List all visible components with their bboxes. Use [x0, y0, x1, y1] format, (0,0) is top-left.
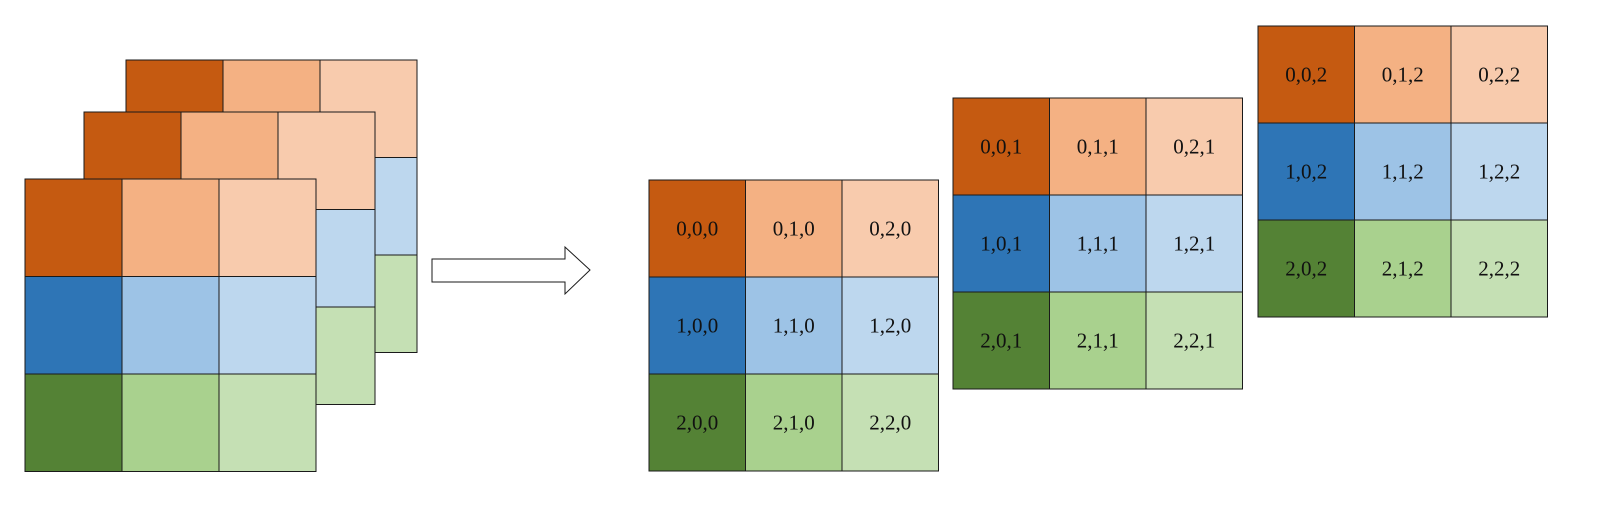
grid-cell: [1049, 291, 1147, 390]
grid-cell: [24, 276, 123, 375]
cell-index-label: 2,1,1: [1077, 329, 1119, 353]
grid-cell: [1450, 25, 1548, 124]
grid-cell: [121, 373, 220, 472]
grid-cell: [24, 373, 123, 472]
grid-cell: [218, 178, 317, 277]
grid-cell: [841, 373, 939, 472]
cell-index-label: 1,0,2: [1285, 160, 1327, 184]
output-slice: 0,0,0 0,1,0 0,2,0 1,0,0 1,1,0 1,2,0 2,0,0 2,1,0…: [648, 179, 939, 472]
cell-index-label: 2,0,2: [1285, 257, 1327, 281]
cell-index-label: 2,2,0: [869, 411, 911, 435]
transform-arrow: [431, 245, 591, 296]
output-slice: 0,0,1 0,1,1 0,2,1 1,0,1 1,1,1 1,2,1 2,0,1 2,1,1…: [952, 97, 1243, 390]
grid-cell: [1450, 122, 1548, 221]
grid-cell: [1049, 97, 1147, 196]
cell-index-label: 1,1,2: [1382, 160, 1424, 184]
cell-index-label: 1,0,0: [676, 314, 718, 338]
output-slices: 0,0,0 0,1,0 0,2,0 1,0,0 1,1,0 1,2,0 2,0,0 2,1,0…: [648, 25, 1548, 472]
cell-index-label: 2,0,1: [980, 329, 1022, 353]
grid-cell: [1257, 122, 1355, 221]
grid-cell: [1145, 194, 1243, 293]
cell-index-label: 0,0,1: [980, 135, 1022, 159]
cell-index-label: 0,1,2: [1382, 63, 1424, 87]
cell-index-label: 0,0,2: [1285, 63, 1327, 87]
cell-index-label: 1,2,1: [1173, 232, 1215, 256]
grid-cell: [745, 276, 843, 375]
cell-index-label: 1,2,2: [1478, 160, 1520, 184]
grid-cell: [1145, 97, 1243, 196]
grid-cell: [952, 97, 1050, 196]
cell-index-label: 0,1,1: [1077, 135, 1119, 159]
grid-cell: [841, 179, 939, 278]
cell-index-label: 1,1,1: [1077, 232, 1119, 256]
grid-cell: [1145, 291, 1243, 390]
cell-index-label: 2,0,0: [676, 411, 718, 435]
grid-cell: [218, 276, 317, 375]
cell-index-label: 2,1,0: [773, 411, 815, 435]
grid-cell: [1354, 25, 1452, 124]
input-layer: [24, 178, 317, 472]
cell-index-label: 0,2,2: [1478, 63, 1520, 87]
grid-cell: [952, 291, 1050, 390]
output-slice: 0,0,2 0,1,2 0,2,2 1,0,2 1,1,2 1,2,2 2,0,2 2,1,2…: [1257, 25, 1548, 318]
cell-index-label: 1,0,1: [980, 232, 1022, 256]
input-tensor-stack: [24, 59, 418, 472]
grid-cell: [24, 178, 123, 277]
cell-index-label: 0,2,1: [1173, 135, 1215, 159]
grid-cell: [1257, 25, 1355, 124]
grid-cell: [218, 373, 317, 472]
grid-cell: [952, 194, 1050, 293]
cell-index-label: 1,2,0: [869, 314, 911, 338]
cell-index-label: 1,1,0: [773, 314, 815, 338]
grid-cell: [121, 276, 220, 375]
grid-cell: [745, 179, 843, 278]
grid-cell: [841, 276, 939, 375]
grid-cell: [648, 373, 746, 472]
grid-cell: [648, 276, 746, 375]
grid-cell: [121, 178, 220, 277]
right-arrow-icon: [431, 245, 591, 296]
cell-index-label: 0,1,0: [773, 217, 815, 241]
cell-index-label: 2,2,1: [1173, 329, 1215, 353]
grid-cell: [1450, 219, 1548, 318]
cell-index-label: 2,2,2: [1478, 257, 1520, 281]
cell-index-label: 0,0,0: [676, 217, 718, 241]
cell-index-label: 2,1,2: [1382, 257, 1424, 281]
cell-index-label: 0,2,0: [869, 217, 911, 241]
grid-cell: [1257, 219, 1355, 318]
grid-cell: [648, 179, 746, 278]
